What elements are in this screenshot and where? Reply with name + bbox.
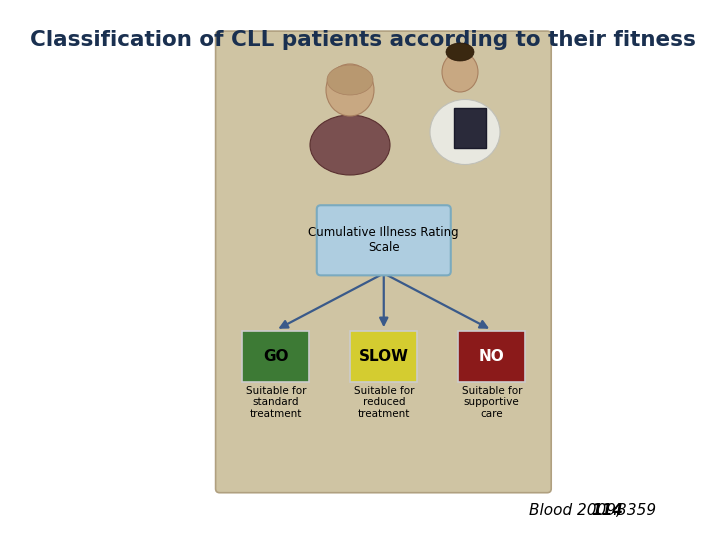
Text: 114: 114	[591, 503, 623, 518]
Ellipse shape	[430, 99, 500, 165]
Ellipse shape	[310, 115, 390, 175]
Text: Suitable for
standard
treatment: Suitable for standard treatment	[246, 386, 306, 419]
Text: :3359: :3359	[612, 503, 657, 518]
Text: GO: GO	[263, 349, 289, 364]
Text: SLOW: SLOW	[359, 349, 409, 364]
Text: Suitable for
reduced
treatment: Suitable for reduced treatment	[354, 386, 414, 419]
Ellipse shape	[326, 64, 374, 116]
Text: Classification of CLL patients according to their fitness: Classification of CLL patients according…	[30, 30, 696, 50]
Text: Suitable for
supportive
care: Suitable for supportive care	[462, 386, 522, 419]
FancyBboxPatch shape	[351, 331, 417, 382]
Ellipse shape	[446, 43, 474, 61]
FancyBboxPatch shape	[215, 31, 552, 492]
FancyBboxPatch shape	[317, 205, 451, 275]
Text: Blood 2009;: Blood 2009;	[529, 503, 621, 518]
Ellipse shape	[442, 52, 478, 92]
Ellipse shape	[327, 65, 373, 95]
FancyBboxPatch shape	[459, 331, 525, 382]
FancyBboxPatch shape	[454, 108, 486, 148]
Text: Cumulative Illness Rating
Scale: Cumulative Illness Rating Scale	[308, 226, 459, 254]
FancyBboxPatch shape	[243, 331, 309, 382]
Text: NO: NO	[479, 349, 505, 364]
